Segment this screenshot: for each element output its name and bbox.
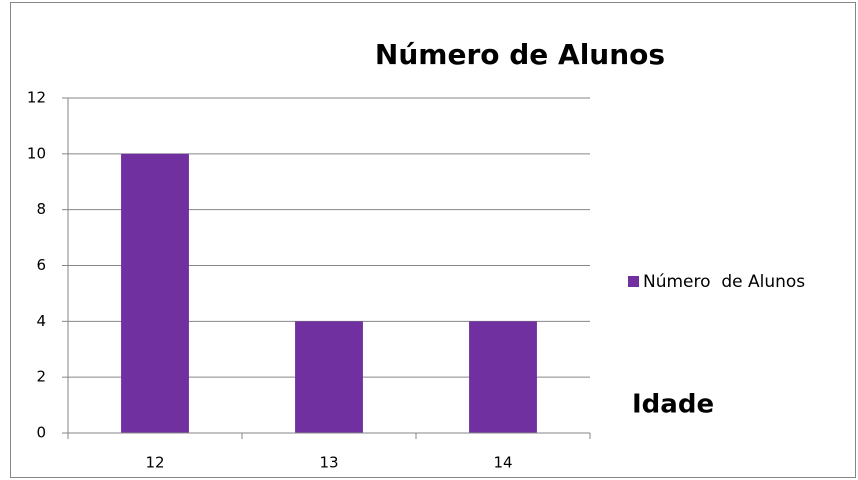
y-tick-label: 4 [36, 312, 46, 330]
y-tick-label: 0 [36, 424, 46, 442]
x-tick-label: 13 [319, 454, 338, 472]
bar [295, 321, 363, 433]
x-tick-label: 12 [145, 454, 164, 472]
legend-label: Número de Alunos [643, 272, 805, 292]
annotation: Idade [632, 390, 714, 420]
chart-title: Número de Alunos [375, 38, 665, 71]
bar [469, 321, 537, 433]
legend-swatch [628, 276, 639, 287]
bar [121, 153, 189, 434]
y-tick-label: 2 [36, 368, 46, 386]
y-tick-label: 8 [36, 200, 46, 218]
y-tick-label: 12 [27, 89, 46, 107]
x-tick-label: 14 [493, 454, 512, 472]
y-tick-label: 10 [27, 144, 46, 162]
y-tick-label: 6 [36, 256, 46, 274]
